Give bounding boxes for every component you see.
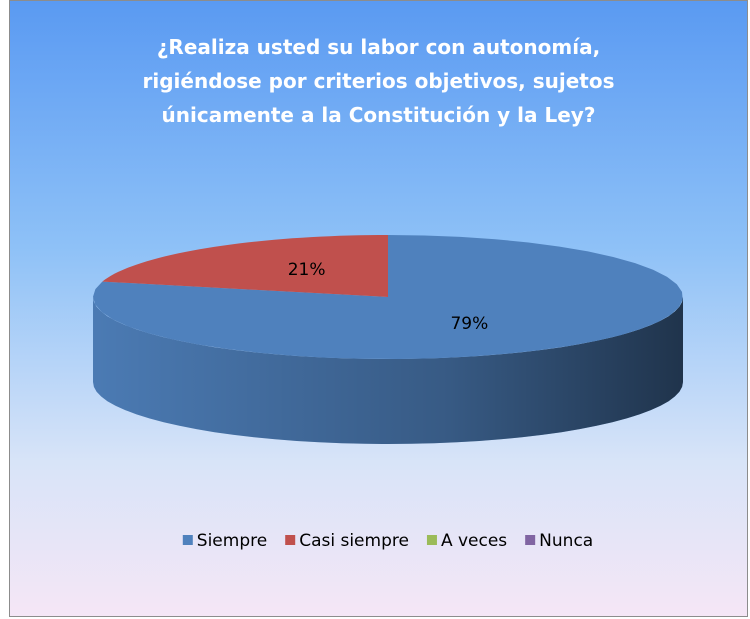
pie-slice xyxy=(102,235,389,297)
pie-slice xyxy=(93,235,683,359)
legend-label: A veces xyxy=(441,531,507,551)
legend-label: Siempre xyxy=(197,531,267,551)
legend-swatch xyxy=(182,535,193,545)
legend-label: Nunca xyxy=(539,531,593,551)
data-label: 21% xyxy=(288,260,326,280)
legend-swatch xyxy=(285,535,296,545)
legend-swatch xyxy=(525,535,536,545)
data-label: 79% xyxy=(450,314,488,334)
legend-label: Casi siempre xyxy=(299,531,409,551)
chart-title: ¿Realiza usted su labor con autonomía, r… xyxy=(142,35,615,127)
pie-side-shade xyxy=(93,297,683,444)
legend-swatch xyxy=(426,535,437,545)
